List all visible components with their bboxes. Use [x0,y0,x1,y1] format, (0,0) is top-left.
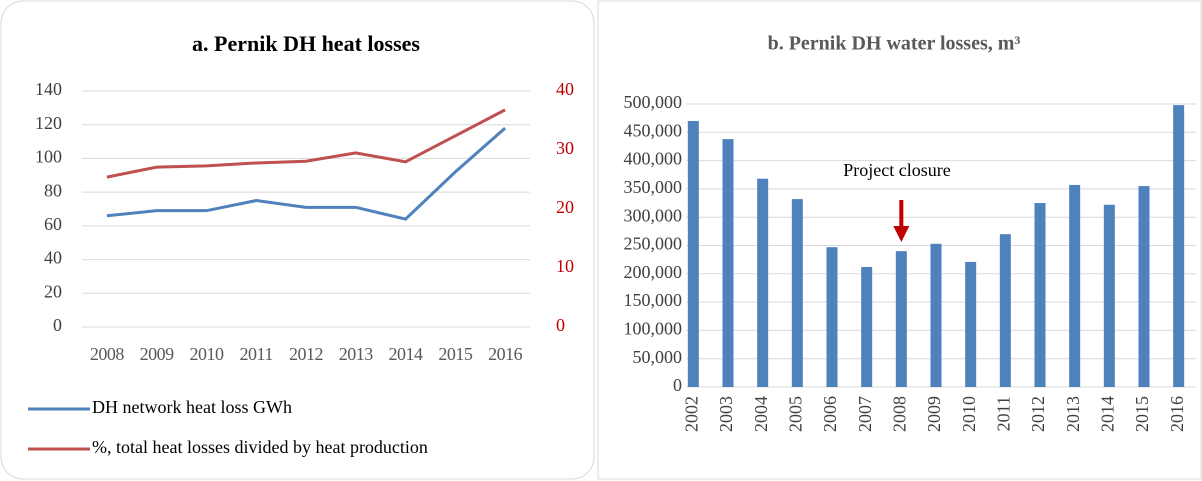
y-tick-label: 140 [35,79,62,99]
bar [1138,186,1150,387]
bar [687,120,699,387]
y-tick-label: 150,000 [624,290,683,310]
bar [1069,184,1081,387]
x-tick-label: 2003 [716,396,736,432]
bar [999,234,1011,387]
panel-b [597,0,1202,480]
x-tick-label: 2009 [924,396,944,432]
y-tick-label: 400,000 [624,149,683,169]
x-tick-label: 2004 [751,396,771,432]
y2-tick-label: 0 [556,315,565,335]
x-tick-label: 2011 [240,344,273,364]
x-tick-label: 2013 [339,344,374,364]
bar [757,178,769,387]
bar [1103,204,1115,387]
y-tick-label: 300,000 [624,205,683,225]
chart-title: b. Pernik DH water losses, m³ [768,33,1021,55]
panel-a [0,0,595,480]
bar [930,243,942,387]
x-tick-label: 2012 [289,344,323,364]
y-tick-label: 0 [53,315,62,335]
y-tick-label: 50,000 [633,347,683,367]
x-tick-label: 2015 [438,344,473,364]
bar [965,261,977,387]
bar [722,139,734,387]
x-tick-label: 2010 [189,344,224,364]
bar [861,267,873,387]
y-tick-label: 60 [44,214,62,234]
y2-tick-label: 40 [556,79,574,99]
bar [1173,105,1185,387]
y2-tick-label: 30 [556,138,574,158]
x-tick-label: 2008 [889,396,909,432]
x-tick-label: 2014 [389,344,424,364]
series-line [106,126,507,221]
legend-label: %, total heat losses divided by heat pro… [92,437,428,457]
y-tick-label: 80 [44,180,62,200]
x-tick-label: 2014 [1097,396,1117,432]
y-tick-label: 500,000 [624,92,683,112]
x-tick-label: 2007 [855,396,875,432]
y-tick-label: 20 [44,281,62,301]
y-tick-label: 250,000 [624,234,683,254]
x-tick-label: 2005 [785,396,805,432]
x-tick-label: 2016 [488,344,523,364]
x-tick-label: 2009 [140,344,175,364]
x-tick-label: 2002 [681,396,701,432]
y-tick-label: 0 [673,375,682,395]
x-tick-label: 2015 [1132,396,1152,432]
x-tick-label: 2006 [820,396,840,432]
y2-tick-label: 20 [556,197,574,217]
x-tick-label: 2013 [1063,396,1083,432]
y-tick-label: 450,000 [624,120,683,140]
y-tick-label: 350,000 [624,177,683,197]
x-tick-label: 2011 [993,396,1013,431]
y-tick-label: 120 [35,113,62,133]
y-tick-label: 100,000 [624,319,683,339]
x-tick-label: 2008 [90,344,125,364]
y-tick-label: 100 [35,147,62,167]
y2-tick-label: 10 [556,256,574,276]
x-tick-label: 2010 [959,396,979,432]
x-tick-label: 2012 [1028,396,1048,432]
chart-title: a. Pernik DH heat losses [192,31,420,56]
series-line [106,108,506,179]
x-tick-label: 2016 [1167,396,1187,432]
bar [826,247,838,387]
bar [1034,203,1046,387]
annotation: Project closure [843,160,950,180]
bar [895,251,907,387]
y-tick-label: 200,000 [624,262,683,282]
y-tick-label: 40 [44,248,62,268]
bar [791,199,803,387]
legend-label: DH network heat loss GWh [92,397,292,417]
